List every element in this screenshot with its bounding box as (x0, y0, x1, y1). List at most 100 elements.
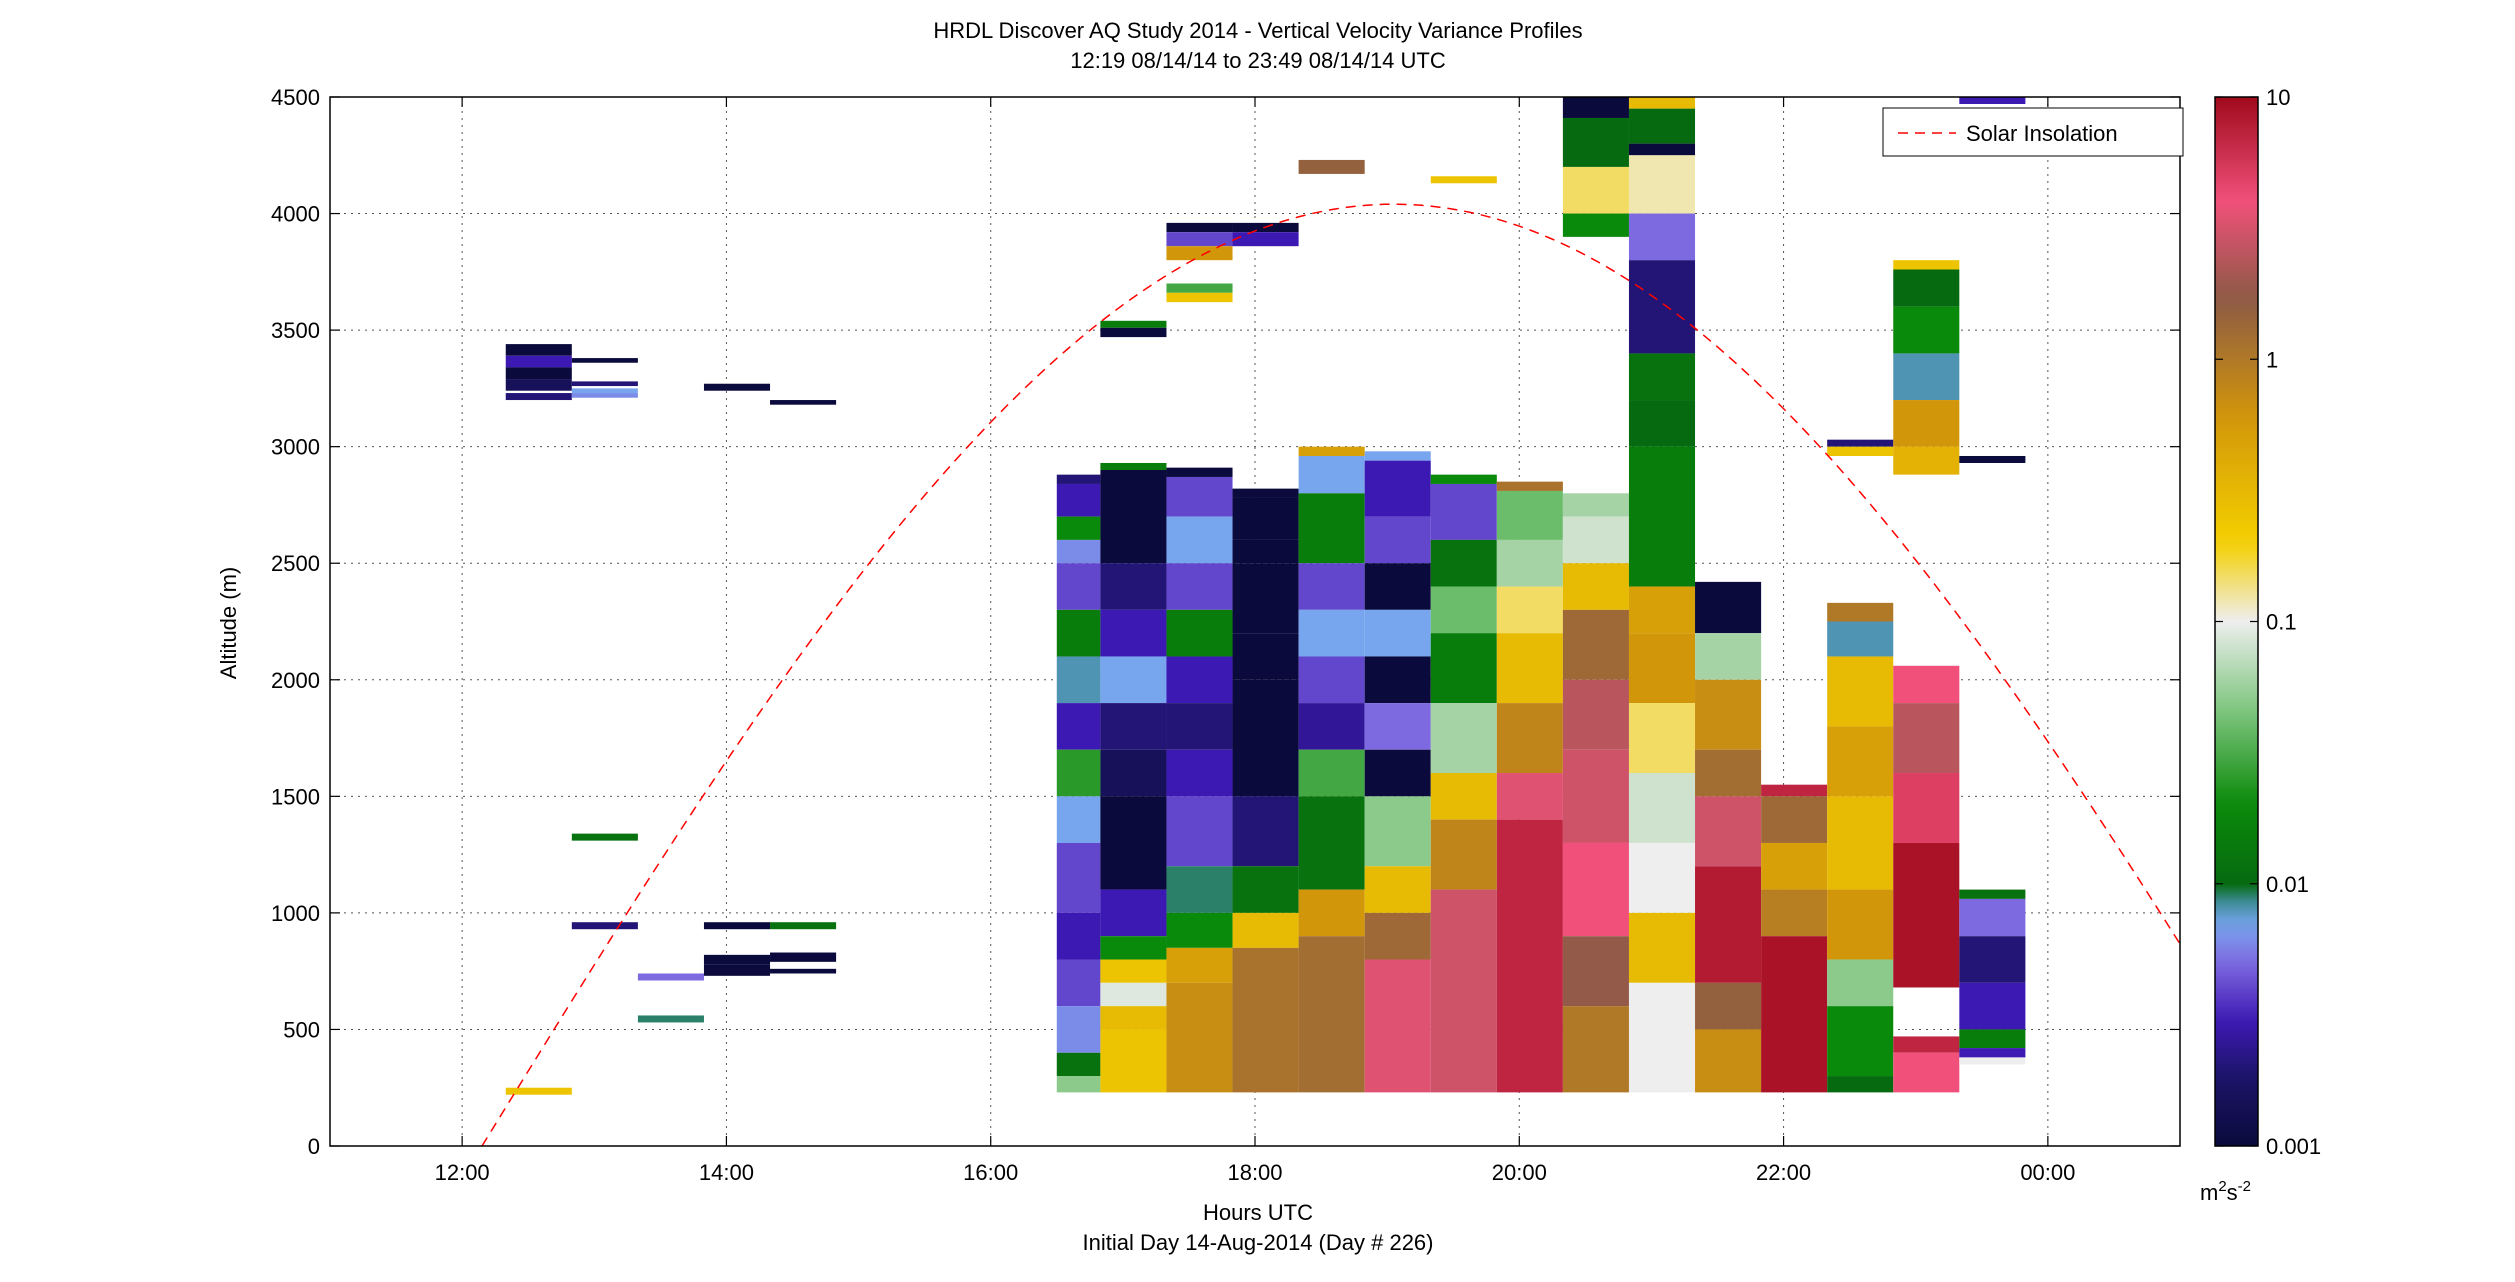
heatmap-cell (1166, 609, 1233, 657)
heatmap-cell (505, 393, 572, 401)
heatmap-cell (1827, 889, 1894, 960)
heatmap-cell (1232, 679, 1299, 797)
heatmap-cell (1056, 749, 1101, 797)
heatmap-cell (1628, 155, 1696, 214)
y-tick-label: 1000 (271, 901, 320, 926)
heatmap-cell (1628, 353, 1696, 401)
heatmap-cell (770, 952, 837, 962)
heatmap-cell (703, 954, 771, 965)
heatmap-cell (1056, 959, 1101, 1007)
heatmap-cell (1893, 842, 1960, 988)
y-tick-label: 500 (283, 1017, 320, 1042)
heatmap-cell (1056, 609, 1101, 657)
heatmap-cell (1100, 749, 1167, 797)
y-tick-label: 2500 (271, 551, 320, 576)
y-tick-label: 1500 (271, 784, 320, 809)
heatmap-cell (1562, 493, 1629, 517)
chart-title: HRDL Discover AQ Study 2014 - Vertical V… (933, 18, 1582, 43)
heatmap-cell (1100, 936, 1167, 960)
heatmap-cell (1100, 320, 1167, 328)
heatmap-cell (1166, 246, 1233, 261)
x-tick-label: 22:00 (1756, 1160, 1811, 1185)
heatmap-cell (1100, 959, 1167, 983)
heatmap-cell (1166, 283, 1233, 293)
heatmap-cell (770, 968, 837, 974)
heatmap-cell (1959, 889, 2026, 899)
heatmap-cell (1232, 497, 1299, 540)
heatmap-cell (703, 922, 771, 930)
x-tick-label: 18:00 (1227, 1160, 1282, 1185)
heatmap-cell (1959, 936, 2026, 983)
heatmap-cell (1166, 947, 1233, 983)
x-tick-label: 20:00 (1492, 1160, 1547, 1185)
heatmap-cell (1100, 889, 1167, 937)
heatmap-cell (1056, 563, 1101, 610)
heatmap-cell (1562, 679, 1629, 750)
y-tick-label: 4000 (271, 202, 320, 227)
x-tick-label: 00:00 (2020, 1160, 2075, 1185)
heatmap-cell (1364, 912, 1431, 960)
heatmap-cell (1298, 889, 1365, 937)
heatmap-cell (1166, 796, 1233, 867)
heatmap-cell (1430, 474, 1497, 484)
y-tick-label: 3500 (271, 318, 320, 343)
heatmap-cell (1166, 912, 1233, 948)
heatmap-cell (1827, 439, 1894, 447)
heatmap-cell (1628, 912, 1696, 983)
legend-box (1882, 107, 2184, 157)
colorbar-tick-label: 0.001 (2266, 1134, 2321, 1159)
heatmap-cell (1562, 842, 1629, 937)
heatmap-cell (571, 381, 638, 387)
colorbar: 10 1 0.1 0.01 0.001 m2s-2 (2200, 85, 2321, 1205)
heatmap-cell (1166, 467, 1233, 477)
heatmap-cell (1628, 982, 1696, 1093)
heatmap-cell (1562, 97, 1629, 118)
heatmap-cell (1761, 842, 1828, 890)
heatmap-cell (1364, 656, 1431, 704)
heatmap-cell (1496, 539, 1563, 587)
y-axis-label: Altitude (m) (216, 567, 241, 679)
heatmap-cell (1100, 327, 1167, 338)
legend: Solar Insolation (1882, 107, 2184, 157)
heatmap-cell (1166, 563, 1233, 610)
heatmap-cell (1364, 959, 1431, 1093)
heatmap-cell (505, 1087, 572, 1095)
colorbar-tick-label: 10 (2266, 85, 2290, 110)
heatmap-cell (1893, 446, 1960, 475)
heatmap-cell (1695, 866, 1762, 983)
heatmap-cell (1959, 1048, 2026, 1058)
heatmap-cell (1056, 1052, 1101, 1077)
heatmap-cell (1430, 483, 1497, 540)
heatmap-cell (1761, 936, 1828, 1093)
heatmap-cell (1827, 621, 1894, 657)
heatmap-cell (1496, 633, 1563, 704)
heatmap-cell (1628, 842, 1696, 913)
heatmap-cell (1166, 476, 1233, 517)
heatmap-cell (1628, 260, 1696, 354)
heatmap-cell (1496, 773, 1563, 820)
axis-ticks: 12:00 14:00 16:00 18:00 20:00 22:00 00:00 0 500 1… (271, 85, 2180, 1185)
heatmap-cell (1893, 773, 1960, 843)
heatmap-cell (1959, 97, 2026, 104)
heatmap-cell (1430, 889, 1497, 1093)
heatmap-cell (1959, 455, 2026, 463)
solar-insolation-line (481, 203, 2180, 1146)
heatmap-cell (1232, 866, 1299, 913)
heatmap-cell (1056, 842, 1101, 913)
heatmap-cell (1232, 947, 1299, 1093)
heatmap-cell (1893, 665, 1960, 704)
heatmap-cell (1628, 703, 1696, 774)
heatmap-cell (1827, 446, 1894, 456)
heatmap-cell (1430, 176, 1497, 184)
heatmap-cell (1893, 269, 1960, 307)
heatmap-cell (1232, 912, 1299, 948)
heatmap-cell (1893, 1036, 1960, 1053)
heatmap-cell (1628, 400, 1696, 447)
heatmap-cell (1364, 563, 1431, 610)
heatmap-cell (1827, 959, 1894, 1007)
heatmap-cell (1056, 912, 1101, 960)
legend-label-solar: Solar Insolation (1966, 121, 2118, 146)
heatmap-cell (505, 367, 572, 380)
heatmap-cell (637, 1015, 704, 1023)
heatmap-cell (1562, 609, 1629, 680)
